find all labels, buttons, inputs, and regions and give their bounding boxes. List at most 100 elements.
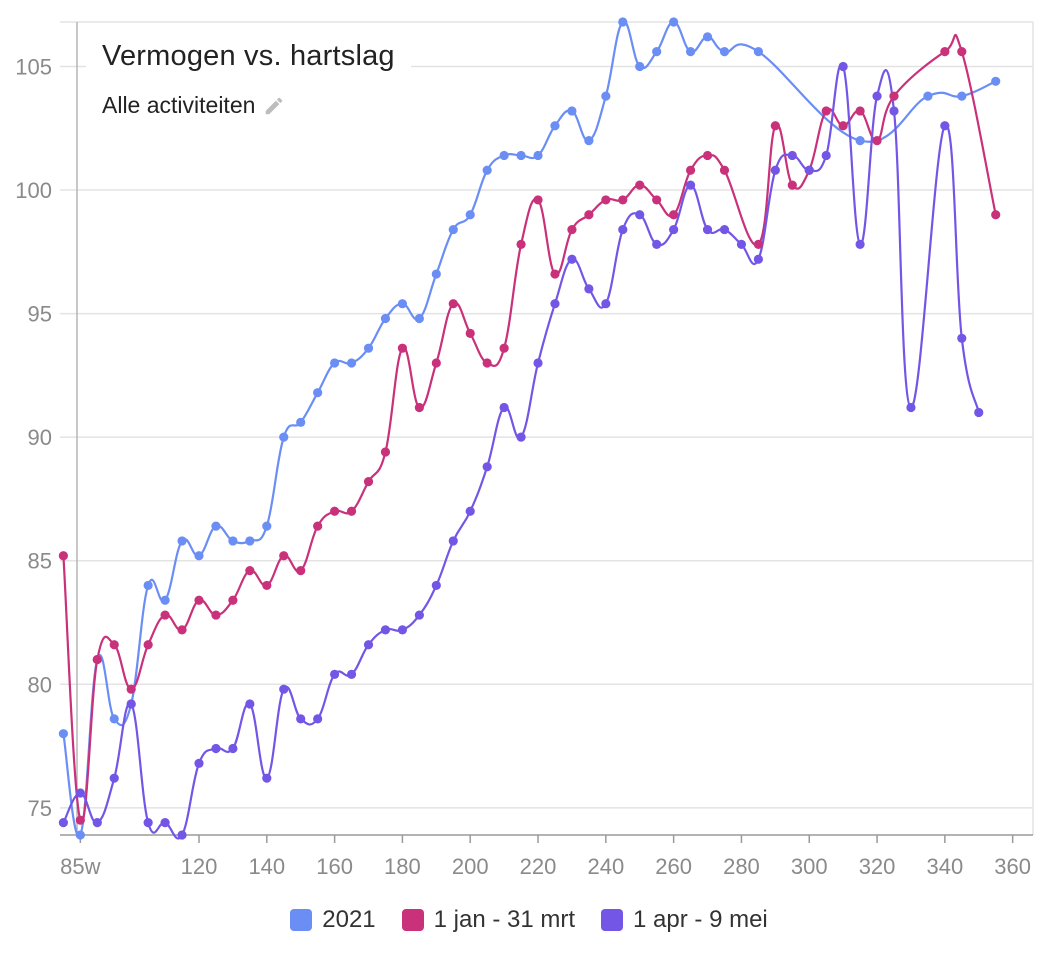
data-point [75, 815, 85, 825]
y-tick-label: 90 [28, 425, 52, 450]
data-point [618, 195, 628, 205]
series-line-2 [62, 62, 980, 840]
data-point [143, 580, 153, 591]
data-point [516, 432, 526, 442]
data-point [346, 506, 357, 516]
data-point [533, 358, 543, 368]
data-point [821, 150, 831, 161]
data-point [330, 669, 340, 679]
data-point [143, 818, 153, 828]
data-point [855, 106, 865, 116]
data-point [194, 551, 204, 561]
data-point [652, 195, 662, 205]
data-point [211, 743, 221, 754]
data-point [58, 551, 68, 561]
data-point [313, 521, 323, 531]
legend-swatch [601, 909, 624, 931]
data-point [363, 343, 374, 353]
data-point [855, 239, 865, 250]
chart-title: Vermogen vs. hartslag [102, 40, 395, 72]
data-point [601, 91, 611, 101]
axes [60, 22, 1033, 843]
data-point [889, 106, 899, 116]
data-point [499, 150, 509, 161]
data-point [702, 150, 713, 161]
x-tick-label: 160 [316, 854, 353, 879]
data-point [567, 224, 577, 235]
data-point [838, 121, 848, 131]
data-point [550, 299, 560, 309]
data-point [702, 32, 713, 42]
data-point [160, 610, 170, 620]
data-point [92, 818, 102, 828]
data-point [92, 654, 102, 665]
data-point [75, 788, 85, 798]
data-point [296, 565, 306, 576]
data-point [957, 47, 967, 57]
data-point [380, 625, 391, 635]
data-point [618, 224, 628, 235]
data-point [397, 299, 408, 309]
data-point [516, 150, 526, 161]
data-point [601, 299, 611, 309]
x-tick-label: 140 [248, 854, 285, 879]
data-point [414, 610, 424, 620]
data-point [567, 106, 577, 116]
legend-item[interactable]: 1 jan - 31 mrt [401, 906, 575, 934]
data-point [431, 358, 441, 368]
x-tick-label: 360 [994, 854, 1031, 879]
data-point [533, 150, 543, 161]
data-point [821, 106, 831, 116]
data-point [194, 595, 204, 605]
data-point [126, 699, 136, 709]
data-point [160, 595, 170, 605]
data-point [906, 402, 916, 413]
data-point [482, 462, 492, 472]
data-point [414, 402, 424, 413]
data-point [109, 714, 119, 724]
y-tick-label: 100 [15, 178, 52, 203]
data-point [974, 407, 984, 418]
data-point [770, 121, 780, 131]
data-point [296, 417, 306, 427]
legend-swatch [401, 909, 424, 931]
data-point [245, 699, 255, 709]
data-point [991, 210, 1001, 220]
legend-item[interactable]: 1 apr - 9 mei [601, 906, 768, 934]
data-point [957, 91, 967, 101]
legend: 2021 1 jan - 31 mrt 1 apr - 9 mei [0, 906, 1058, 934]
data-point [618, 17, 628, 27]
pencil-icon[interactable] [263, 95, 285, 117]
x-tick-label: 200 [452, 854, 489, 879]
x-tick-label: 85w [60, 854, 100, 879]
x-tick-labels: 85w 120 140 160 180 200 220 240 260 280 300 320 340 3… [60, 854, 1031, 879]
data-point [245, 565, 255, 576]
x-tick-label: 220 [520, 854, 557, 879]
legend-item[interactable]: 2021 [290, 906, 376, 934]
data-point [75, 830, 85, 840]
data-point [363, 477, 374, 487]
data-point [669, 17, 679, 27]
x-tick-label: 260 [655, 854, 692, 879]
data-point [787, 180, 797, 190]
data-point [228, 536, 238, 546]
y-tick-label: 95 [28, 302, 52, 327]
data-point [940, 121, 950, 131]
data-point [652, 239, 662, 250]
data-point [465, 210, 475, 220]
data-point [448, 224, 458, 235]
data-point [635, 210, 645, 220]
data-point [279, 432, 289, 442]
data-point [482, 358, 492, 368]
data-point [719, 165, 730, 175]
data-point [313, 388, 323, 398]
data-point [177, 536, 187, 546]
data-point [279, 684, 289, 694]
data-point [889, 91, 899, 101]
legend-label: 1 apr - 9 mei [633, 906, 768, 933]
data-point [296, 714, 306, 724]
data-point [957, 333, 967, 343]
data-point [601, 195, 611, 205]
series-line-1 [62, 34, 997, 824]
data-point [109, 773, 119, 783]
